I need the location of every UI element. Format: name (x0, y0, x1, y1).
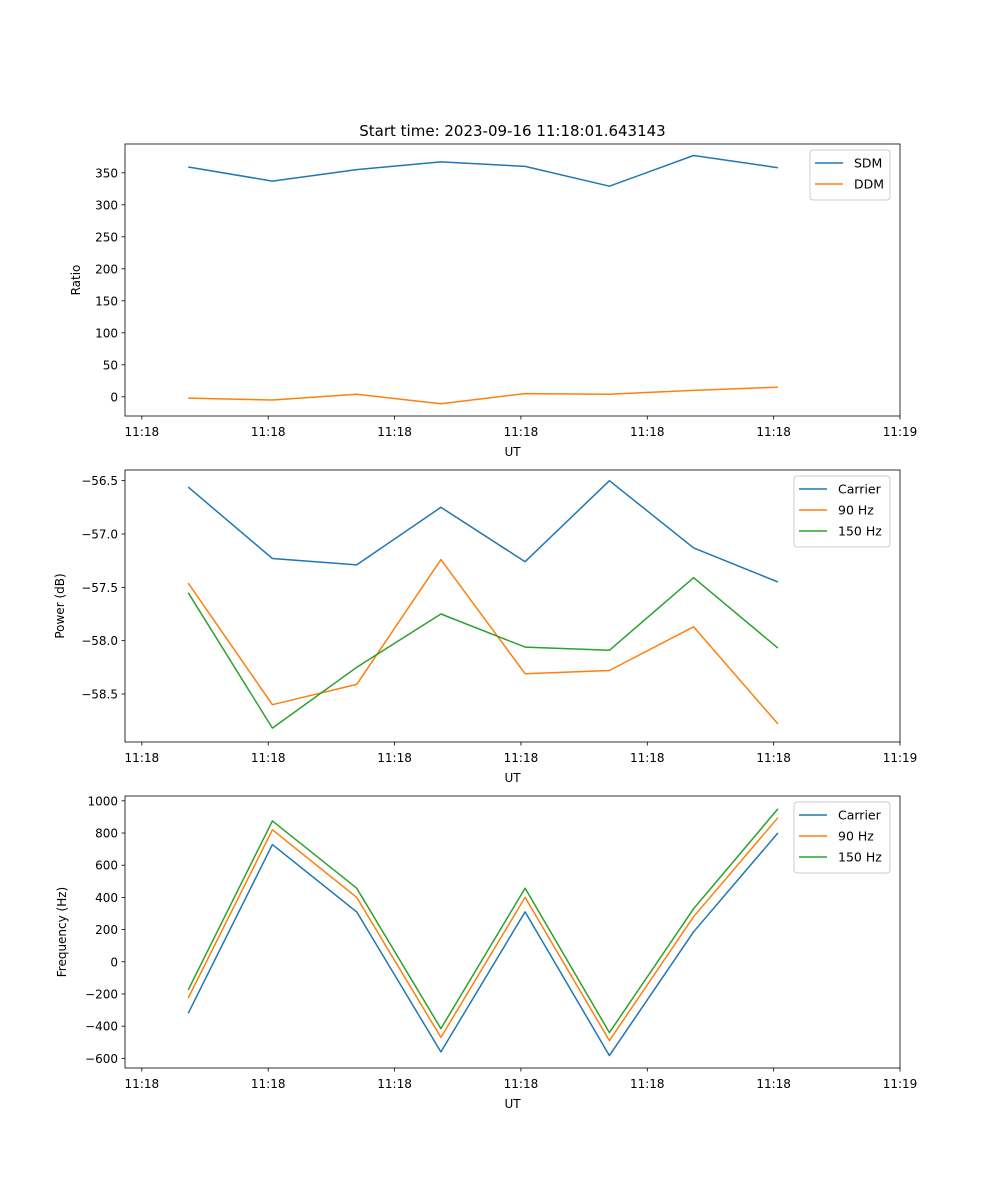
y-axis-label: Frequency (Hz) (55, 887, 69, 978)
series-line-150-hz (187, 576, 779, 729)
y-tick-label: 600 (95, 859, 118, 873)
y-tick-label: 150 (95, 294, 118, 308)
y-tick-label: 800 (95, 827, 118, 841)
x-tick-label: 11:18 (504, 1077, 539, 1091)
y-tick-label: −600 (85, 1052, 118, 1066)
series-line-sdm (188, 154, 779, 187)
x-tick-label: 11:18 (377, 751, 412, 765)
x-tick-label: 11:18 (504, 751, 539, 765)
legend-label: 90 Hz (838, 829, 874, 844)
figure-title: Start time: 2023-09-16 11:18:01.643143 (359, 122, 665, 140)
legend-label: Carrier (838, 808, 882, 823)
x-axis-label: UT (504, 1097, 521, 1111)
y-axis-label: Power (dB) (53, 573, 67, 638)
y-axis-label: Ratio (69, 265, 83, 296)
y-tick-label: −400 (85, 1020, 118, 1034)
panel-1: 11:18 11:18 11:18 11:18 11:18 11:18 11:19 0 50 10… (69, 143, 918, 459)
x-tick-label: 11:18 (125, 751, 160, 765)
legend-box (793, 801, 891, 874)
legend-label: 90 Hz (838, 503, 874, 518)
legend-label: 150 Hz (838, 524, 882, 539)
axes-frame (124, 143, 901, 417)
x-tick-label: 11:18 (630, 1077, 665, 1091)
y-tick-label: 50 (103, 358, 118, 372)
y-tick-label: −57.0 (81, 528, 118, 542)
legend-label: SDM (854, 156, 882, 171)
x-tick-label: 11:18 (756, 425, 791, 439)
y-tick-label: 400 (95, 891, 118, 905)
legend: Carrier 90 Hz 150 Hz (793, 801, 891, 874)
legend-label: DDM (854, 177, 884, 192)
x-axis-label: UT (504, 771, 521, 785)
series-line-ddm (188, 386, 778, 405)
y-tick-label: 1000 (87, 794, 118, 808)
series-line-carrier (187, 479, 779, 583)
x-tick-label: 11:18 (251, 751, 286, 765)
series-line-90-hz (187, 558, 779, 725)
y-tick-label: 200 (95, 923, 118, 937)
panel-2: 11:18 11:18 11:18 11:18 11:18 11:18 11:19 −58.5… (53, 469, 918, 785)
series-line-150-hz (187, 808, 779, 1034)
y-tick-label: −58.5 (81, 688, 118, 702)
axes-frame (124, 795, 901, 1069)
panel-3: 11:18 11:18 11:18 11:18 11:18 11:18 11:19 −600 −… (55, 794, 917, 1111)
x-tick-label: 11:19 (883, 1077, 918, 1091)
x-tick-label: 11:18 (377, 425, 412, 439)
x-tick-label: 11:18 (251, 425, 286, 439)
series-line-90-hz (187, 817, 779, 1042)
x-tick-label: 11:19 (883, 751, 918, 765)
chart-panels: 11:18 11:18 11:18 11:18 11:18 11:18 11:19 0 50 10… (53, 143, 918, 1111)
x-tick-label: 11:18 (756, 751, 791, 765)
legend: Carrier 90 Hz 150 Hz (793, 475, 891, 548)
y-tick-label: −57.5 (81, 581, 118, 595)
x-tick-label: 11:18 (630, 751, 665, 765)
legend-label: 150 Hz (838, 850, 882, 865)
x-tick-label: 11:18 (630, 425, 665, 439)
y-tick-label: 350 (95, 166, 118, 180)
x-axis-label: UT (504, 445, 521, 459)
x-tick-label: 11:18 (504, 425, 539, 439)
series-line-carrier (187, 832, 779, 1057)
x-tick-label: 11:18 (125, 1077, 160, 1091)
y-tick-label: 250 (95, 230, 118, 244)
legend-label: Carrier (838, 482, 882, 497)
y-tick-label: −58.0 (81, 634, 118, 648)
y-tick-label: 0 (110, 955, 118, 969)
x-tick-label: 11:18 (377, 1077, 412, 1091)
y-tick-label: 0 (110, 390, 118, 404)
legend: SDM DDM (809, 149, 891, 201)
x-tick-label: 11:18 (756, 1077, 791, 1091)
x-tick-label: 11:18 (251, 1077, 286, 1091)
y-tick-label: 100 (95, 326, 118, 340)
legend-box (793, 475, 891, 548)
y-tick-label: −56.5 (81, 474, 118, 488)
axes-frame (124, 469, 901, 743)
x-tick-label: 11:18 (125, 425, 160, 439)
x-tick-label: 11:19 (883, 425, 918, 439)
y-tick-label: 300 (95, 198, 118, 212)
y-tick-label: −200 (85, 987, 118, 1001)
y-tick-label: 200 (95, 262, 118, 276)
